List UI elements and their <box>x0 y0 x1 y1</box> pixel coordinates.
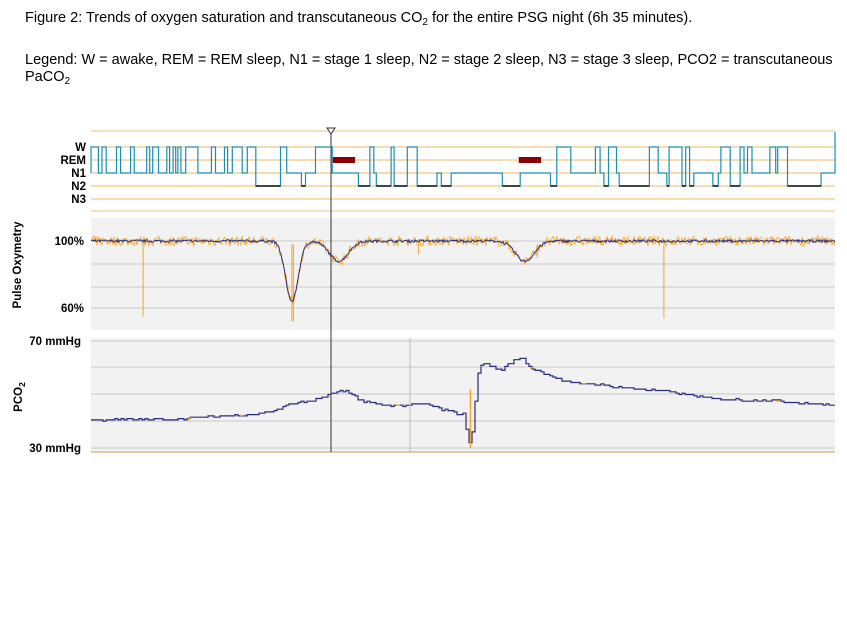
hypnogram-label-n1: N1 <box>71 168 86 180</box>
pco2-axis-label-subscript: 2 <box>17 382 27 387</box>
spo2-artifact-spikes <box>142 244 665 322</box>
hypnogram-label-n3: N3 <box>71 194 86 206</box>
pco2-artifact-marks <box>187 367 780 448</box>
hypnogram-label-rem: REM <box>60 155 86 167</box>
pco2-axis-label: PCO2 <box>13 382 27 412</box>
hypnogram-label-n2: N2 <box>71 181 86 193</box>
hypnogram-panel: W REM N1 N2 N3 <box>60 130 836 212</box>
spo2-tick-100: 100% <box>55 236 84 248</box>
caption-title-subscript: 2 <box>422 17 428 28</box>
spo2-panel: 100% 60% Pulse Oxymetry <box>12 218 836 330</box>
legend-subscript: 2 <box>64 76 71 87</box>
rem-period-bar-2 <box>518 157 542 163</box>
hypnogram-series-line <box>90 132 836 187</box>
caption-title-rest: for the entire PSG night (6h 35 minutes)… <box>427 10 693 26</box>
spo2-tick-60: 60% <box>61 303 84 315</box>
spo2-axis-label: Pulse Oxymetry <box>12 221 24 309</box>
spo2-trend-series <box>90 238 836 302</box>
pco2-tick-70: 70 mmHg <box>29 336 81 348</box>
rem-period-bar-1 <box>332 157 356 163</box>
legend-text: Legend: W = awake, REM = REM sleep, N1 =… <box>25 52 833 85</box>
cursor-marker-icon[interactable] <box>326 127 336 135</box>
hypnogram-label-w: W <box>75 142 86 154</box>
pco2-panel: 70 mmHg 30 mmHg PCO2 <box>13 336 835 455</box>
pco2-tick-30: 30 mmHg <box>29 443 81 455</box>
figure-caption: Figure 2: Trends of oxygen saturation an… <box>25 10 693 28</box>
caption-title-text: Figure 2: Trends of oxygen saturation an… <box>25 10 423 26</box>
spo2-panel-background <box>91 218 835 330</box>
time-cursors <box>326 127 411 452</box>
pco2-axis-label-main: PCO <box>13 387 25 412</box>
spo2-raw-series <box>90 234 836 306</box>
pco2-series-line <box>91 357 835 444</box>
figure-legend: Legend: W = awake, REM = REM sleep, N1 =… <box>25 52 837 87</box>
